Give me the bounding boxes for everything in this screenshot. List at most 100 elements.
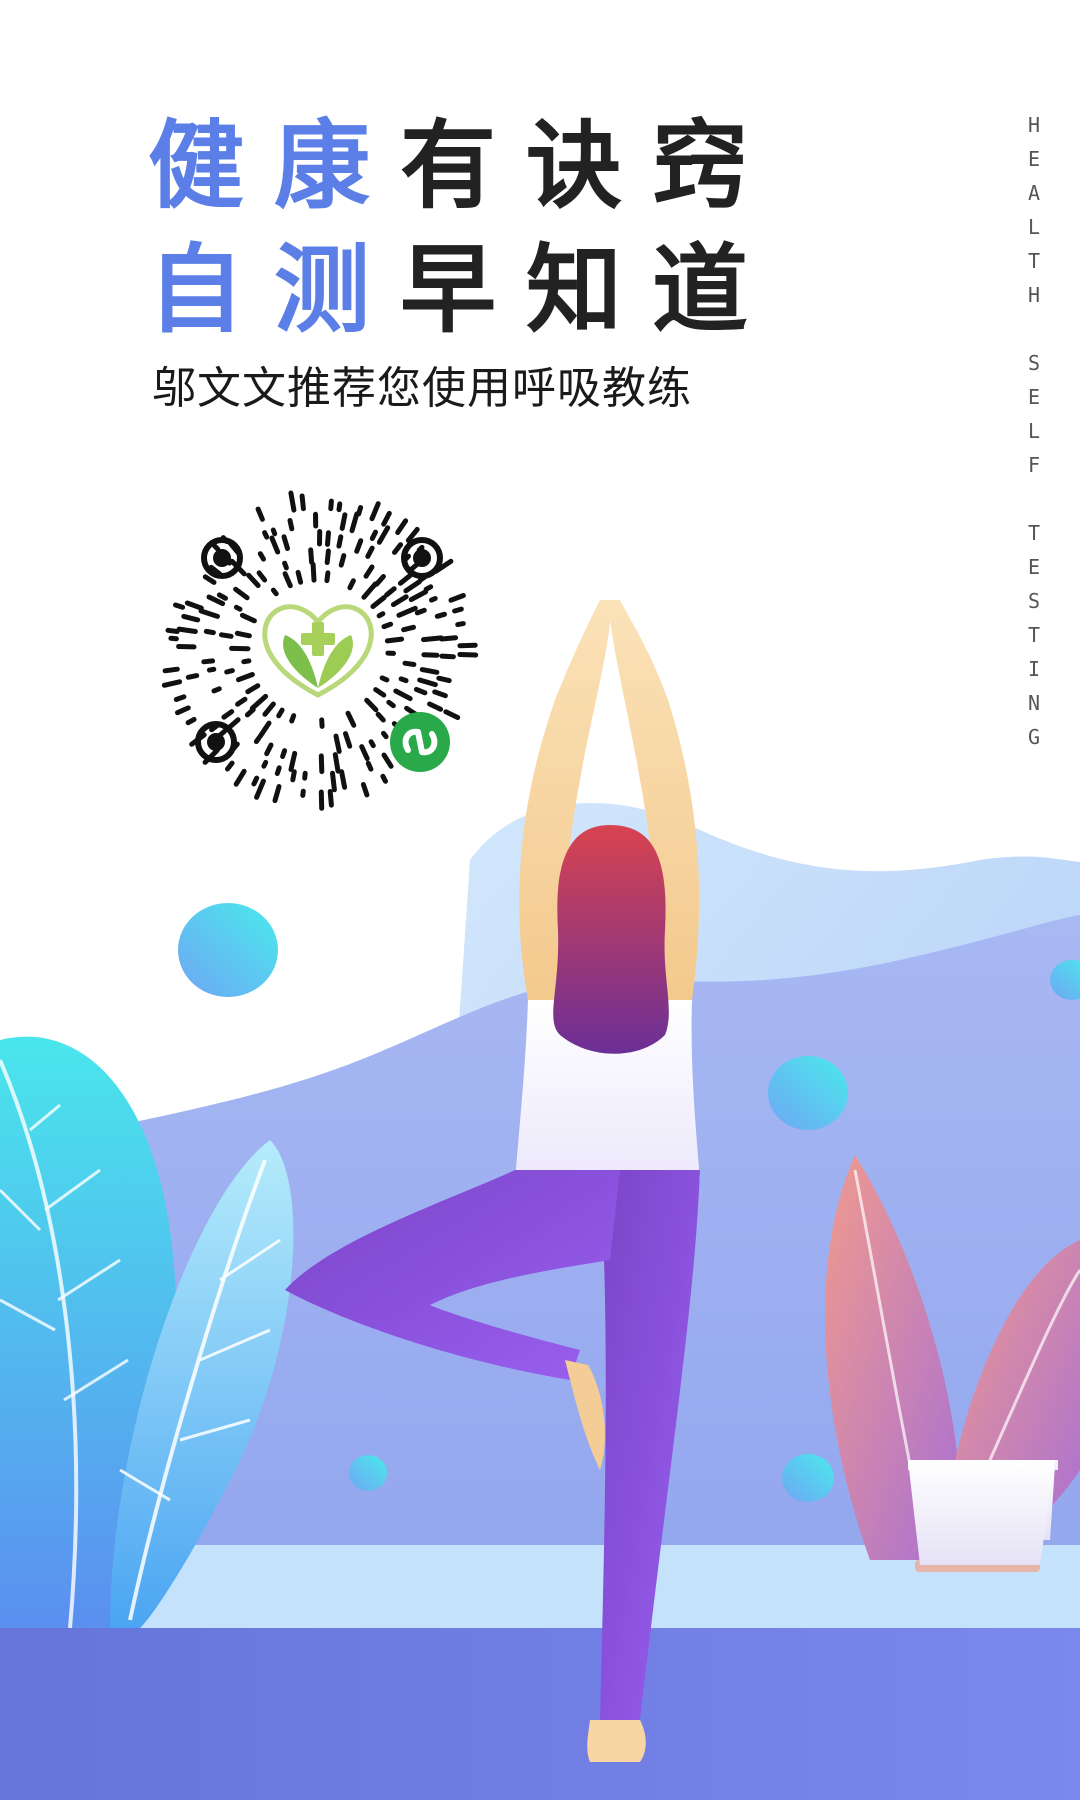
qr-ray [264, 742, 274, 757]
qr-ray [354, 538, 364, 554]
qr-ray [381, 621, 394, 630]
qr-ray [175, 705, 191, 716]
qr-ray [270, 527, 278, 537]
left-leaf-small [110, 1140, 294, 1628]
qr-ray [396, 605, 418, 618]
qr-ray [206, 666, 217, 673]
qr-ray [165, 627, 180, 634]
qr-ray [381, 730, 389, 740]
qr-ray [239, 612, 257, 624]
qr-ray [455, 621, 466, 628]
qr-ray [403, 579, 422, 594]
qr-ray [339, 769, 348, 790]
qr-ray [427, 701, 444, 712]
headline-highlight-1: 健康 [148, 110, 400, 222]
qr-ray [256, 570, 268, 583]
qr-ray [414, 607, 427, 616]
vertical-letter [1016, 312, 1052, 346]
ball [782, 1454, 834, 1502]
vertical-letter: E [1027, 385, 1041, 409]
qr-ray [324, 548, 331, 565]
qr-ray [235, 696, 248, 707]
headline-rest-2: 早知道 [400, 234, 778, 346]
qr-ray [369, 529, 378, 541]
qr-ray [299, 493, 306, 512]
qr-ray [439, 653, 456, 660]
vertical-letter: S [1027, 589, 1041, 613]
qr-ray [405, 526, 420, 543]
qr-ray [330, 770, 337, 793]
qr-ray [181, 613, 201, 623]
qr-ray [244, 707, 256, 718]
qr-ray [276, 707, 285, 719]
qr-ray [333, 733, 342, 754]
qr-ray [419, 667, 440, 675]
qr-ray [236, 672, 255, 683]
qr-ray [219, 632, 234, 639]
qr-ray [392, 542, 404, 555]
qr-ray [338, 553, 347, 568]
qr-ray [332, 752, 341, 774]
vertical-letter: A [1027, 181, 1041, 205]
qr-ray [310, 561, 317, 583]
qr-ray [375, 711, 386, 723]
qr-ray [287, 518, 295, 532]
qr-ray [395, 518, 409, 535]
qr-ray [347, 578, 356, 591]
qr-ray [401, 624, 416, 633]
qr-ray [343, 731, 353, 749]
qr-ray [245, 683, 261, 695]
qr-ray [233, 768, 247, 787]
vertical-letter: S [1027, 351, 1041, 375]
qr-ray [413, 686, 428, 696]
qr-ray [345, 710, 357, 728]
qr-ray [349, 511, 360, 534]
qr-ray [249, 693, 269, 711]
qr-ray [436, 675, 452, 684]
vertical-letter: T [1027, 521, 1041, 545]
qr-ray [282, 560, 289, 571]
qr-ray [402, 660, 417, 667]
qr-ray [327, 789, 334, 808]
qr-ray [421, 635, 444, 643]
qr-ray [288, 490, 297, 513]
vertical-letter: H [1027, 113, 1041, 137]
vertical-letter: T [1027, 623, 1041, 647]
miniprogram-qr-code-icon[interactable] [150, 490, 480, 820]
qr-ray [376, 611, 386, 619]
qr-ray [253, 735, 262, 745]
qr-ray [363, 564, 375, 579]
qr-ray [328, 498, 334, 512]
qr-ray [364, 697, 379, 713]
qr-ray [216, 592, 228, 601]
qr-ray [398, 676, 409, 684]
qr-ray [356, 505, 364, 517]
qr-ray [251, 775, 260, 787]
qr-ray [270, 587, 279, 597]
qr-ray [408, 589, 429, 603]
qr-ray [370, 595, 387, 609]
qr-ray [439, 635, 459, 642]
qr-ray [168, 635, 179, 642]
qr-ray [201, 658, 216, 665]
vertical-letter: E [1027, 555, 1041, 579]
qr-ray [203, 628, 216, 636]
qr-ray [211, 686, 222, 694]
qr-ray [302, 770, 308, 781]
qr-ray [434, 611, 447, 619]
qr-ray [184, 600, 204, 611]
qr-ray [185, 716, 197, 726]
vertical-letter: I [1027, 657, 1041, 681]
qr-ray [257, 551, 266, 562]
qr-ray [206, 594, 226, 607]
qr-ray [421, 652, 440, 658]
ball [178, 903, 278, 997]
qr-ray [417, 677, 438, 688]
vertical-letter: F [1027, 453, 1041, 477]
qr-ray [365, 545, 375, 559]
qr-ray [254, 778, 266, 800]
qr-finder [195, 537, 443, 763]
